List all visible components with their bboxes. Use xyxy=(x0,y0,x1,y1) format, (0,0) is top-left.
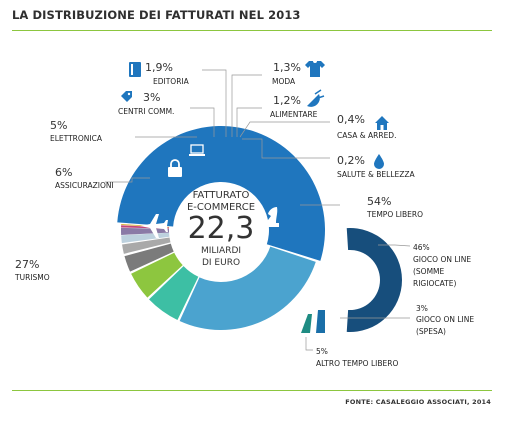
sub-category-label-gioco-on-line-somme-rigiocate--2: RIGIOCATE) xyxy=(413,279,456,288)
category-label-alimentare: ALIMENTARE xyxy=(270,110,318,119)
pct-label-assicurazioni: 6% xyxy=(55,166,72,179)
sub-slice-altro-tempo-libero xyxy=(301,314,312,333)
category-label-tempo-libero: TEMPO LIBERO xyxy=(366,210,423,219)
sub-category-label-gioco-on-line-spesa--1: (SPESA) xyxy=(416,327,446,336)
leader-line-editoria xyxy=(202,69,227,137)
pct-label-tempo-libero: 54% xyxy=(367,195,391,208)
source-note: FONTE: CASALEGGIO ASSOCIATI, 2014 xyxy=(345,398,491,406)
pct-label-editoria: 1,9% xyxy=(145,61,173,74)
chess-knight-icon-on-chart xyxy=(265,207,279,227)
leader-line-alimentare xyxy=(236,107,262,137)
slice-centri-comm- xyxy=(124,243,174,272)
pct-label-elettronica: 5% xyxy=(50,119,67,132)
category-label-editoria: EDITORIA xyxy=(153,77,190,86)
pct-label-centri-comm-: 3% xyxy=(143,91,160,104)
drop-icon xyxy=(374,154,384,169)
category-label-centri-comm-: CENTRI COMM. xyxy=(118,107,174,116)
food-icon xyxy=(307,89,325,107)
tag-icon xyxy=(121,91,132,102)
center-label-1: FATTURATO xyxy=(193,190,250,201)
chess-knight-icon xyxy=(355,201,365,214)
leader-line-casa-arred- xyxy=(239,121,330,138)
leader-line-centri-comm- xyxy=(190,107,215,137)
pct-label-salute-bellezza: 0,2% xyxy=(337,154,365,167)
sub-pct-label-gioco-on-line-somme-rigiocate-: 46% xyxy=(413,243,430,252)
book-icon xyxy=(129,62,141,77)
chart-title: LA DISTRIBUZIONE DEI FATTURATI NEL 2013 xyxy=(12,8,301,22)
leader-line-moda xyxy=(231,74,262,137)
sub-pct-label-altro-tempo-libero: 5% xyxy=(316,347,328,356)
sub-category-label-gioco-on-line-somme-rigiocate--0: GIOCO ON LINE xyxy=(413,255,471,264)
category-label-turismo: TURISMO xyxy=(14,273,50,282)
slice-elettronica xyxy=(131,252,183,298)
footer-divider xyxy=(12,390,492,391)
category-label-assicurazioni: ASSICURAZIONI xyxy=(55,181,114,190)
category-label-elettronica: ELETTRONICA xyxy=(50,134,103,143)
leader-line-salute-bellezza xyxy=(242,138,330,159)
sub-category-label-gioco-on-line-somme-rigiocate--1: (SOMME xyxy=(413,267,445,276)
house-icon xyxy=(375,116,389,130)
slice-turismo xyxy=(179,246,316,330)
category-label-salute-bellezza: SALUTE & BELLEZZA xyxy=(337,170,416,179)
sub-leader-altro-tempo-libero xyxy=(305,337,313,351)
pct-label-moda: 1,3% xyxy=(273,61,301,74)
lock-icon xyxy=(168,159,182,177)
sub-slice-gioco-on-line-somme-rigiocate xyxy=(346,228,402,332)
pct-label-casa-arred-: 0,4% xyxy=(337,113,365,126)
tshirt-icon xyxy=(305,61,325,77)
center-total-value: 22,3 xyxy=(188,211,255,246)
category-label-moda: MODA xyxy=(272,77,296,86)
sub-pct-label-gioco-on-line-spesa-: 3% xyxy=(416,304,428,313)
center-label-2: E-COMMERCE xyxy=(187,202,255,213)
title-divider xyxy=(12,30,492,31)
category-label-casa-arred-: CASA & ARRED. xyxy=(337,131,396,140)
laptop-icon xyxy=(189,144,205,156)
pct-label-turismo: 27% xyxy=(15,258,39,271)
sub-category-label-gioco-on-line-spesa--0: GIOCO ON LINE xyxy=(416,315,474,324)
sub-leader-gioco-on-line-somme-rigiocate- xyxy=(378,244,411,247)
leader-line-assicurazioni xyxy=(105,177,150,183)
sub-category-label-altro-tempo-libero-0: ALTRO TEMPO LIBERO xyxy=(316,359,398,368)
center-label-3: MILIARDI xyxy=(201,246,241,256)
airplane-icon xyxy=(140,214,168,238)
center-label-4: DI EURO xyxy=(202,258,240,268)
slice-tempo-libero xyxy=(117,126,325,261)
slice-editoria xyxy=(122,237,171,254)
sub-slice-gioco-on-line-spesa xyxy=(316,310,325,333)
pct-label-alimentare: 1,2% xyxy=(273,94,301,107)
slice-assicurazioni xyxy=(149,266,199,321)
